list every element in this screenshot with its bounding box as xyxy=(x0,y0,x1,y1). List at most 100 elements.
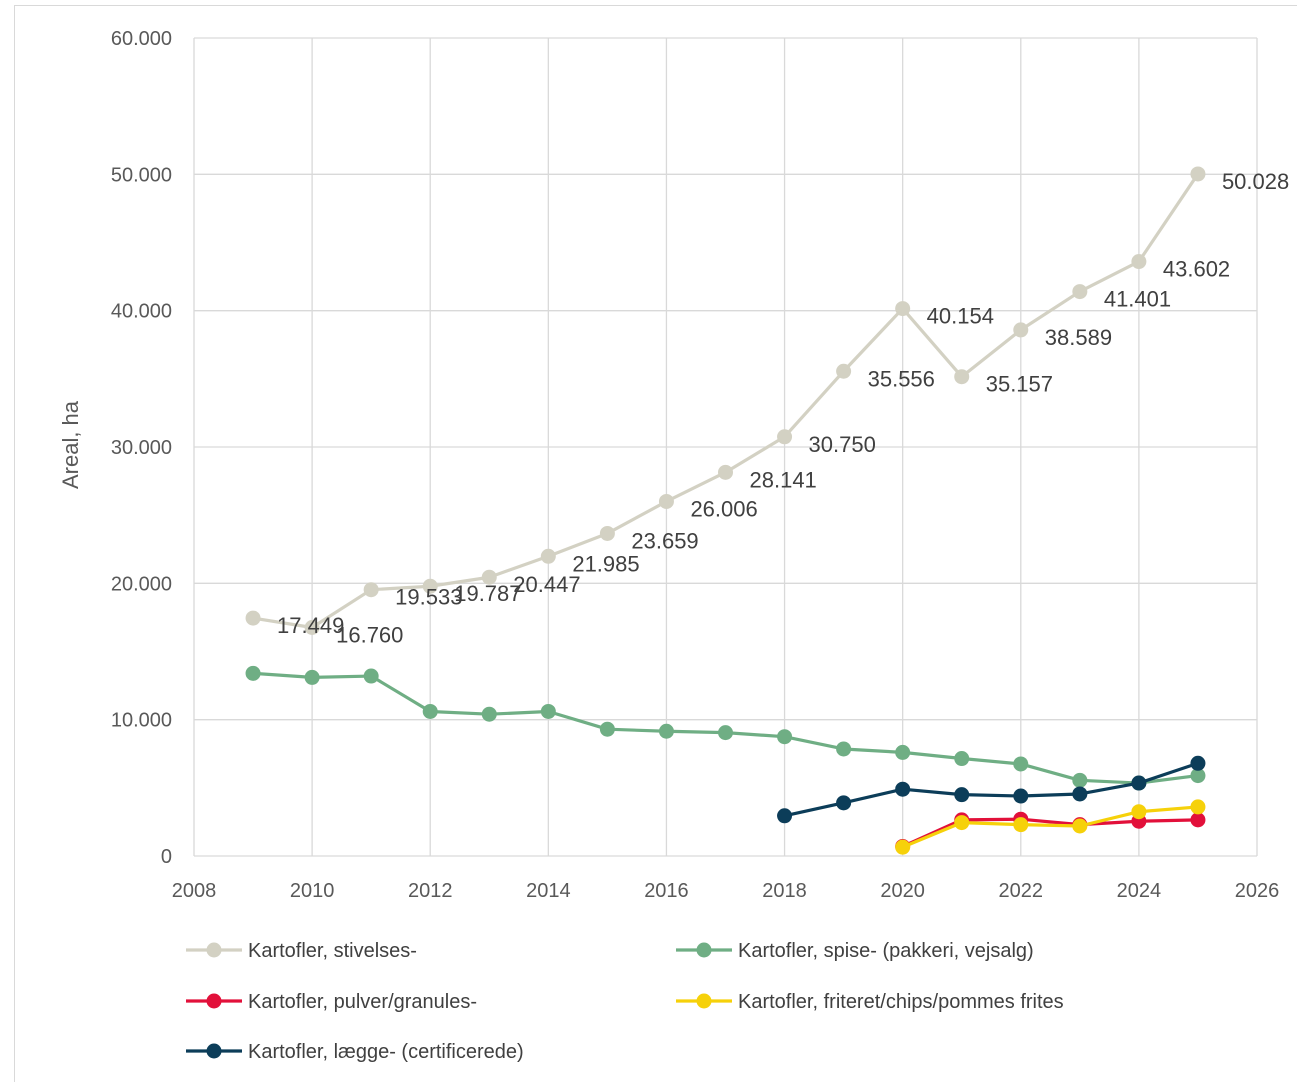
data-point xyxy=(718,464,733,480)
y-tick-label: 20.000 xyxy=(111,573,172,595)
data-point xyxy=(481,706,497,722)
x-tick-label: 2020 xyxy=(880,880,925,902)
series-line xyxy=(784,761,1199,818)
data-point xyxy=(1131,254,1147,270)
data-point xyxy=(599,525,615,541)
data-point xyxy=(599,721,615,737)
data-label: 38.589 xyxy=(1045,325,1112,350)
data-point xyxy=(1013,322,1029,338)
data-point xyxy=(363,582,379,598)
data-point xyxy=(954,369,970,385)
legend-entry: Kartofler, friteret/chips/pommes frites xyxy=(738,991,1064,1013)
data-point xyxy=(1013,756,1029,772)
data-point xyxy=(777,808,793,824)
gridlines xyxy=(193,37,1258,857)
legend-swatch-marker xyxy=(206,1043,222,1059)
data-point xyxy=(1072,284,1088,300)
data-label: 41.401 xyxy=(1104,287,1171,312)
data-point xyxy=(1190,812,1206,828)
series-line xyxy=(252,173,1200,630)
data-point xyxy=(363,668,379,684)
data-label: 17.449 xyxy=(277,613,344,638)
data-label: 20.447 xyxy=(513,572,580,597)
data-label: 26.006 xyxy=(690,496,757,521)
data-label: 35.157 xyxy=(986,372,1053,397)
data-point xyxy=(954,787,970,803)
x-tick-label: 2018 xyxy=(762,880,807,902)
data-point xyxy=(1131,804,1147,820)
y-tick-label: 50.000 xyxy=(111,164,172,186)
data-point xyxy=(1131,775,1147,791)
data-point xyxy=(895,744,911,760)
data-point xyxy=(895,301,911,317)
x-tick-label: 2012 xyxy=(408,880,453,902)
legend-entry: Kartofler, spise- (pakkeri, vejsalg) xyxy=(738,940,1034,962)
y-axis-ticks: 0 10.000 20.000 30.000 40.000 50.000 60.000 xyxy=(111,28,172,868)
x-tick-label: 2014 xyxy=(526,880,571,902)
data-point xyxy=(245,610,261,626)
data-point xyxy=(777,729,793,745)
x-tick-label: 2024 xyxy=(1117,880,1162,902)
data-label: 23.659 xyxy=(631,528,698,553)
x-tick-label: 2008 xyxy=(172,880,217,902)
legend: Kartofler, stivelses- Kartofler, spise- (… xyxy=(186,940,1064,1063)
series-line xyxy=(902,817,1198,848)
data-point xyxy=(954,751,970,767)
data-point xyxy=(1190,166,1206,182)
data-label: 19.787 xyxy=(454,581,521,606)
data-point xyxy=(777,429,793,445)
x-tick-label: 2016 xyxy=(644,880,689,902)
data-point xyxy=(658,723,674,739)
data-label: 40.154 xyxy=(927,304,994,329)
data-label: 35.556 xyxy=(868,366,935,391)
y-tick-label: 10.000 xyxy=(111,710,172,732)
data-point xyxy=(1190,799,1206,815)
data-point xyxy=(304,620,320,636)
data-label: 50.028 xyxy=(1222,169,1289,194)
data-point xyxy=(1072,818,1088,834)
data-point xyxy=(954,815,970,831)
data-point xyxy=(422,578,438,594)
legend-swatch-marker xyxy=(206,993,222,1009)
data-point xyxy=(836,363,852,379)
data-point xyxy=(836,795,852,811)
data-point xyxy=(1013,817,1029,833)
y-tick-label: 30.000 xyxy=(111,437,172,459)
legend-entry: Kartofler, stivelses- xyxy=(248,940,417,962)
data-point xyxy=(540,548,556,564)
x-tick-label: 2026 xyxy=(1235,880,1280,902)
data-point xyxy=(1072,772,1088,788)
data-label: 19.533 xyxy=(395,585,462,610)
series-group xyxy=(245,166,1206,855)
data-point xyxy=(718,725,733,741)
y-tick-label: 0 xyxy=(161,846,172,868)
data-point xyxy=(895,781,911,797)
data-point xyxy=(895,839,911,855)
legend-entry: Kartofler, lægge- (certificerede) xyxy=(248,1041,524,1063)
y-tick-label: 40.000 xyxy=(111,301,172,323)
data-point xyxy=(540,703,556,719)
data-point xyxy=(422,703,438,719)
data-label: 28.141 xyxy=(750,467,817,492)
legend-swatch-marker xyxy=(206,942,222,958)
legend-swatch-marker xyxy=(696,993,712,1009)
legend-swatch-marker xyxy=(696,942,712,958)
data-point xyxy=(836,741,852,757)
data-label: 43.602 xyxy=(1163,257,1230,282)
data-point xyxy=(304,669,320,685)
data-point xyxy=(1190,768,1206,784)
series-line xyxy=(902,805,1199,849)
x-axis-ticks: 2008 2010 2012 2014 2016 2018 2020 2022 2024 2026 xyxy=(172,880,1280,902)
legend-entry: Kartofler, pulver/granules- xyxy=(248,991,477,1013)
y-tick-label: 60.000 xyxy=(111,28,172,50)
data-point xyxy=(481,569,497,585)
data-label: 21.985 xyxy=(572,551,639,576)
data-label: 30.750 xyxy=(809,432,876,457)
x-tick-label: 2010 xyxy=(290,880,335,902)
chart-frame xyxy=(14,5,1297,1082)
data-label: 16.760 xyxy=(336,623,403,648)
data-point xyxy=(658,493,674,509)
data-point xyxy=(1190,755,1206,771)
